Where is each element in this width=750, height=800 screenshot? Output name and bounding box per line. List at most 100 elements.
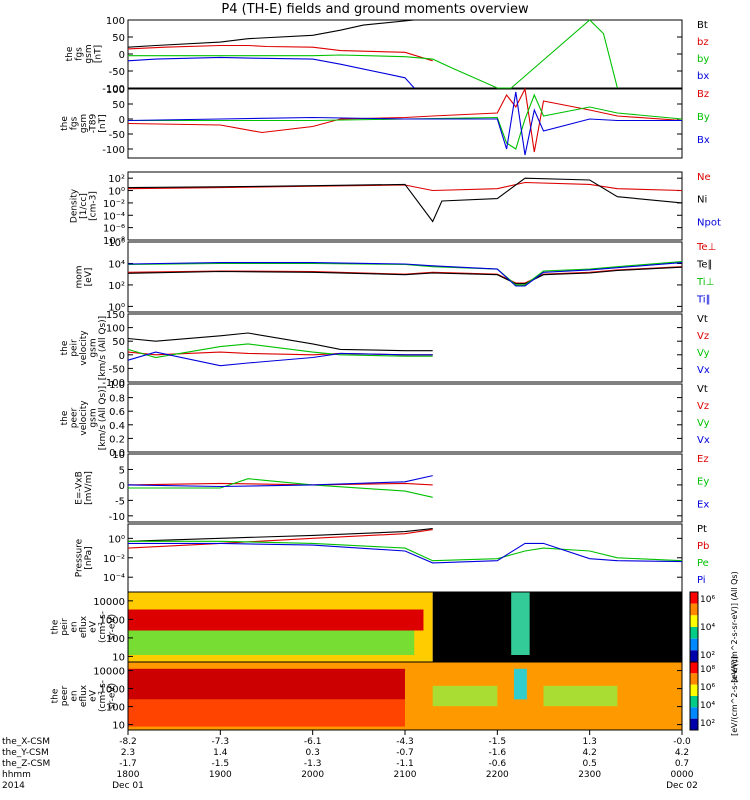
y-tick-label: 10⁶	[108, 238, 125, 249]
time-axis-value: 2200	[486, 770, 509, 780]
y-axis-label-line: Density	[70, 188, 80, 223]
y-axis-label: thepeirenefluxeV(cm²-s-sr-eV)	[51, 611, 118, 643]
y-axis-label-line: fgs	[70, 116, 80, 130]
legend-Pe: Pe	[697, 558, 709, 569]
y-tick-label: 0.6	[109, 407, 125, 418]
y-axis-label-line: eflux	[79, 684, 89, 707]
time-axis-value: 0.3	[306, 748, 320, 758]
colorbar: 10⁶ 10⁴ 10² [eV/(cm^2-s-sr-eV)] (All Qs)	[689, 571, 739, 683]
series-line-Pe	[128, 540, 683, 562]
legend-Ti⊥: Ti⊥	[696, 277, 714, 288]
time-axis-value: -0.7	[396, 748, 414, 758]
y-axis-label-line: [mV/m]	[84, 471, 94, 505]
spectrogram-region	[543, 685, 618, 707]
y-axis-label-line: the	[51, 619, 61, 634]
series-line-Vy	[127, 343, 433, 359]
y-tick-label: 10⁰	[108, 534, 125, 545]
colorbar-step	[690, 662, 698, 674]
y-axis-label-line: peir	[70, 339, 80, 357]
legend-Bx: Bx	[697, 135, 710, 146]
y-tick-label: 10⁰	[108, 302, 125, 313]
time-axis-value: -1.5	[489, 737, 507, 747]
legend-Pt: Pt	[697, 524, 707, 535]
series-line-Te∥	[127, 266, 683, 285]
legend-by: by	[697, 54, 709, 65]
time-axis-value: Dec 01	[112, 781, 144, 791]
colorbar-step	[690, 638, 698, 651]
time-axis-value: 0.5	[583, 759, 597, 769]
y-tick-label: -10	[109, 512, 125, 523]
legend-Vx: Vx	[697, 365, 710, 376]
y-axis-label-line: [nT]	[93, 45, 103, 63]
y-tick-label: 10²	[108, 174, 125, 185]
y-axis-label: thepeerenefluxeV(cm²-s-sr-eV)	[51, 680, 118, 712]
time-axis-value: 1.4	[213, 748, 228, 758]
y-tick-label: 10	[112, 721, 125, 732]
y-tick-label: 10⁻²	[103, 199, 125, 210]
legend-Ne: Ne	[697, 172, 711, 183]
time-axis-value: -0.6	[489, 759, 507, 769]
y-tick-label: 100	[106, 16, 125, 27]
time-axis-value: -1.7	[119, 759, 137, 769]
time-axis-row-label: 2014	[2, 781, 25, 791]
colorbar-label: [eV/(cm^2-s-sr-eV)]	[730, 656, 739, 736]
y-axis-label-line: [eV]	[84, 268, 94, 287]
colorbar-step	[690, 592, 698, 604]
y-axis-label: thefgsgsm[nT]	[65, 44, 104, 63]
time-axis-value: 2100	[394, 770, 417, 780]
legend-Ti∥: Ti∥	[696, 295, 711, 306]
panel-frame	[127, 313, 683, 383]
legend-By: By	[697, 112, 710, 123]
series-line-Ex	[127, 475, 433, 488]
y-tick-label: 10000	[93, 597, 125, 608]
time-axis-value: -1.5	[212, 759, 230, 769]
y-axis-label-line: the	[51, 688, 61, 703]
y-axis-label-line: en	[70, 621, 80, 632]
colorbar-step	[690, 707, 698, 719]
y-axis-label-line: peer	[60, 685, 70, 706]
time-axis-value: -8.2	[119, 737, 137, 747]
spectrogram-band	[432, 592, 682, 662]
time-axis-value: Dec 02	[666, 781, 698, 791]
y-axis-label-line: sr-eV)	[108, 614, 118, 640]
y-tick-label: 1.0	[109, 380, 125, 391]
y-tick-label: 0	[119, 115, 125, 126]
legend-Pb: Pb	[697, 541, 709, 552]
panel-2: 100 50 0 -50 -100 thefgsgsm-T89[nT] Bz By Bx	[60, 85, 710, 159]
y-axis-label-line: (cm²-s-	[98, 611, 108, 643]
y-tick-label: 10²	[108, 281, 125, 292]
colorbar-step	[690, 615, 698, 627]
y-axis-label-line: [1/cc]	[79, 193, 89, 219]
y-axis-label: thefgsgsm-T89[nT]	[60, 114, 108, 134]
legend-Vy: Vy	[697, 418, 710, 429]
y-tick-label: -100	[102, 145, 125, 156]
legend-bz: bz	[697, 37, 709, 48]
time-axis-value: -1.1	[396, 759, 414, 769]
legend-Ex: Ex	[697, 499, 709, 510]
panel-frame	[127, 88, 683, 159]
time-axis-value: -4.3	[396, 737, 414, 747]
y-axis-label-line: the	[60, 410, 70, 425]
panel-5: 150100500-50-100thepeirvelocitygsm[km/s …	[60, 310, 710, 389]
y-tick-label: -50	[109, 130, 125, 141]
y-axis-label-line: eV	[89, 620, 99, 633]
colorbar-step	[690, 627, 698, 639]
y-axis-label: E=-VxB[mV/m]	[74, 471, 94, 505]
y-tick-label: 0.8	[109, 394, 125, 405]
time-axis-value: -1.3	[304, 759, 322, 769]
y-tick-label: 10⁰	[108, 187, 125, 198]
time-axis-value: -1.6	[489, 748, 507, 758]
legend-Bt: Bt	[697, 20, 708, 31]
colorbar-step	[690, 650, 698, 662]
y-tick-label: 10	[112, 450, 125, 461]
panel-6: 1.00.80.60.40.20.0thepeervelocitygsm[km/…	[60, 380, 710, 459]
series-line-Ti∥	[127, 262, 683, 287]
y-axis-label-line: [km/s (All Qs)]	[98, 316, 108, 380]
colorbar-step	[690, 603, 698, 616]
time-axis-value: 1.3	[583, 737, 597, 747]
series-line-Ey	[128, 478, 433, 498]
legend-Ez: Ez	[697, 454, 709, 465]
y-tick-label: 10⁻⁶	[103, 224, 125, 235]
y-tick-label: 50	[112, 100, 125, 111]
